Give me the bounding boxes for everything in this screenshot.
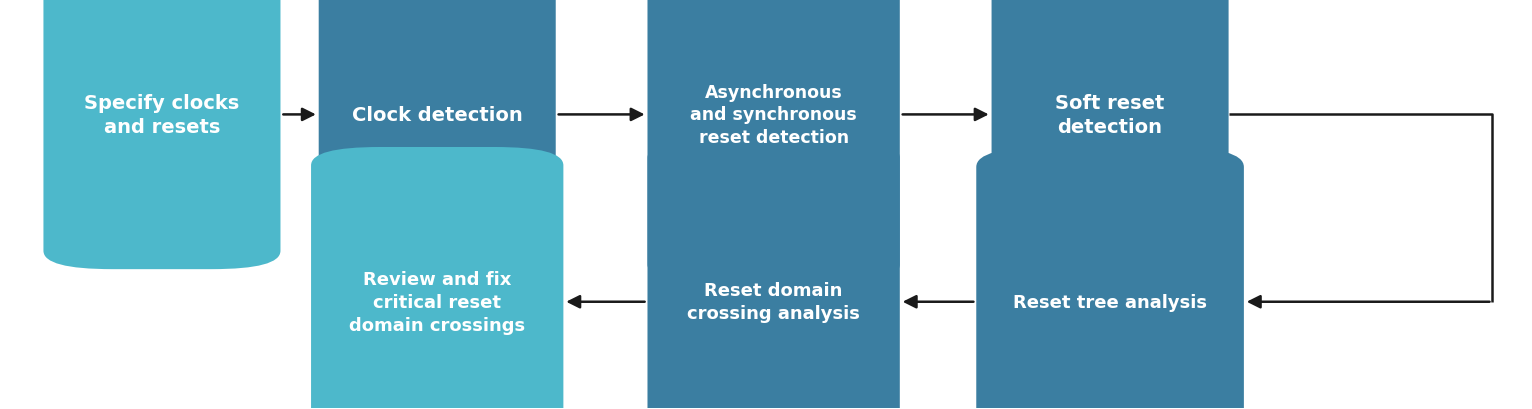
FancyBboxPatch shape [976, 148, 1244, 409]
FancyBboxPatch shape [43, 0, 280, 270]
FancyBboxPatch shape [648, 0, 899, 284]
FancyBboxPatch shape [648, 139, 899, 409]
FancyBboxPatch shape [319, 0, 556, 278]
Text: Soft reset
detection: Soft reset detection [1056, 94, 1164, 137]
FancyBboxPatch shape [991, 0, 1229, 278]
Text: Reset domain
crossing analysis: Reset domain crossing analysis [688, 281, 859, 322]
Text: Asynchronous
and synchronous
reset detection: Asynchronous and synchronous reset detec… [691, 83, 856, 147]
Text: Review and fix
critical reset
domain crossings: Review and fix critical reset domain cro… [349, 270, 525, 334]
Text: Clock detection: Clock detection [352, 106, 522, 125]
Text: Specify clocks
and resets: Specify clocks and resets [84, 94, 239, 137]
Text: Reset tree analysis: Reset tree analysis [1013, 293, 1207, 311]
FancyBboxPatch shape [311, 148, 564, 409]
